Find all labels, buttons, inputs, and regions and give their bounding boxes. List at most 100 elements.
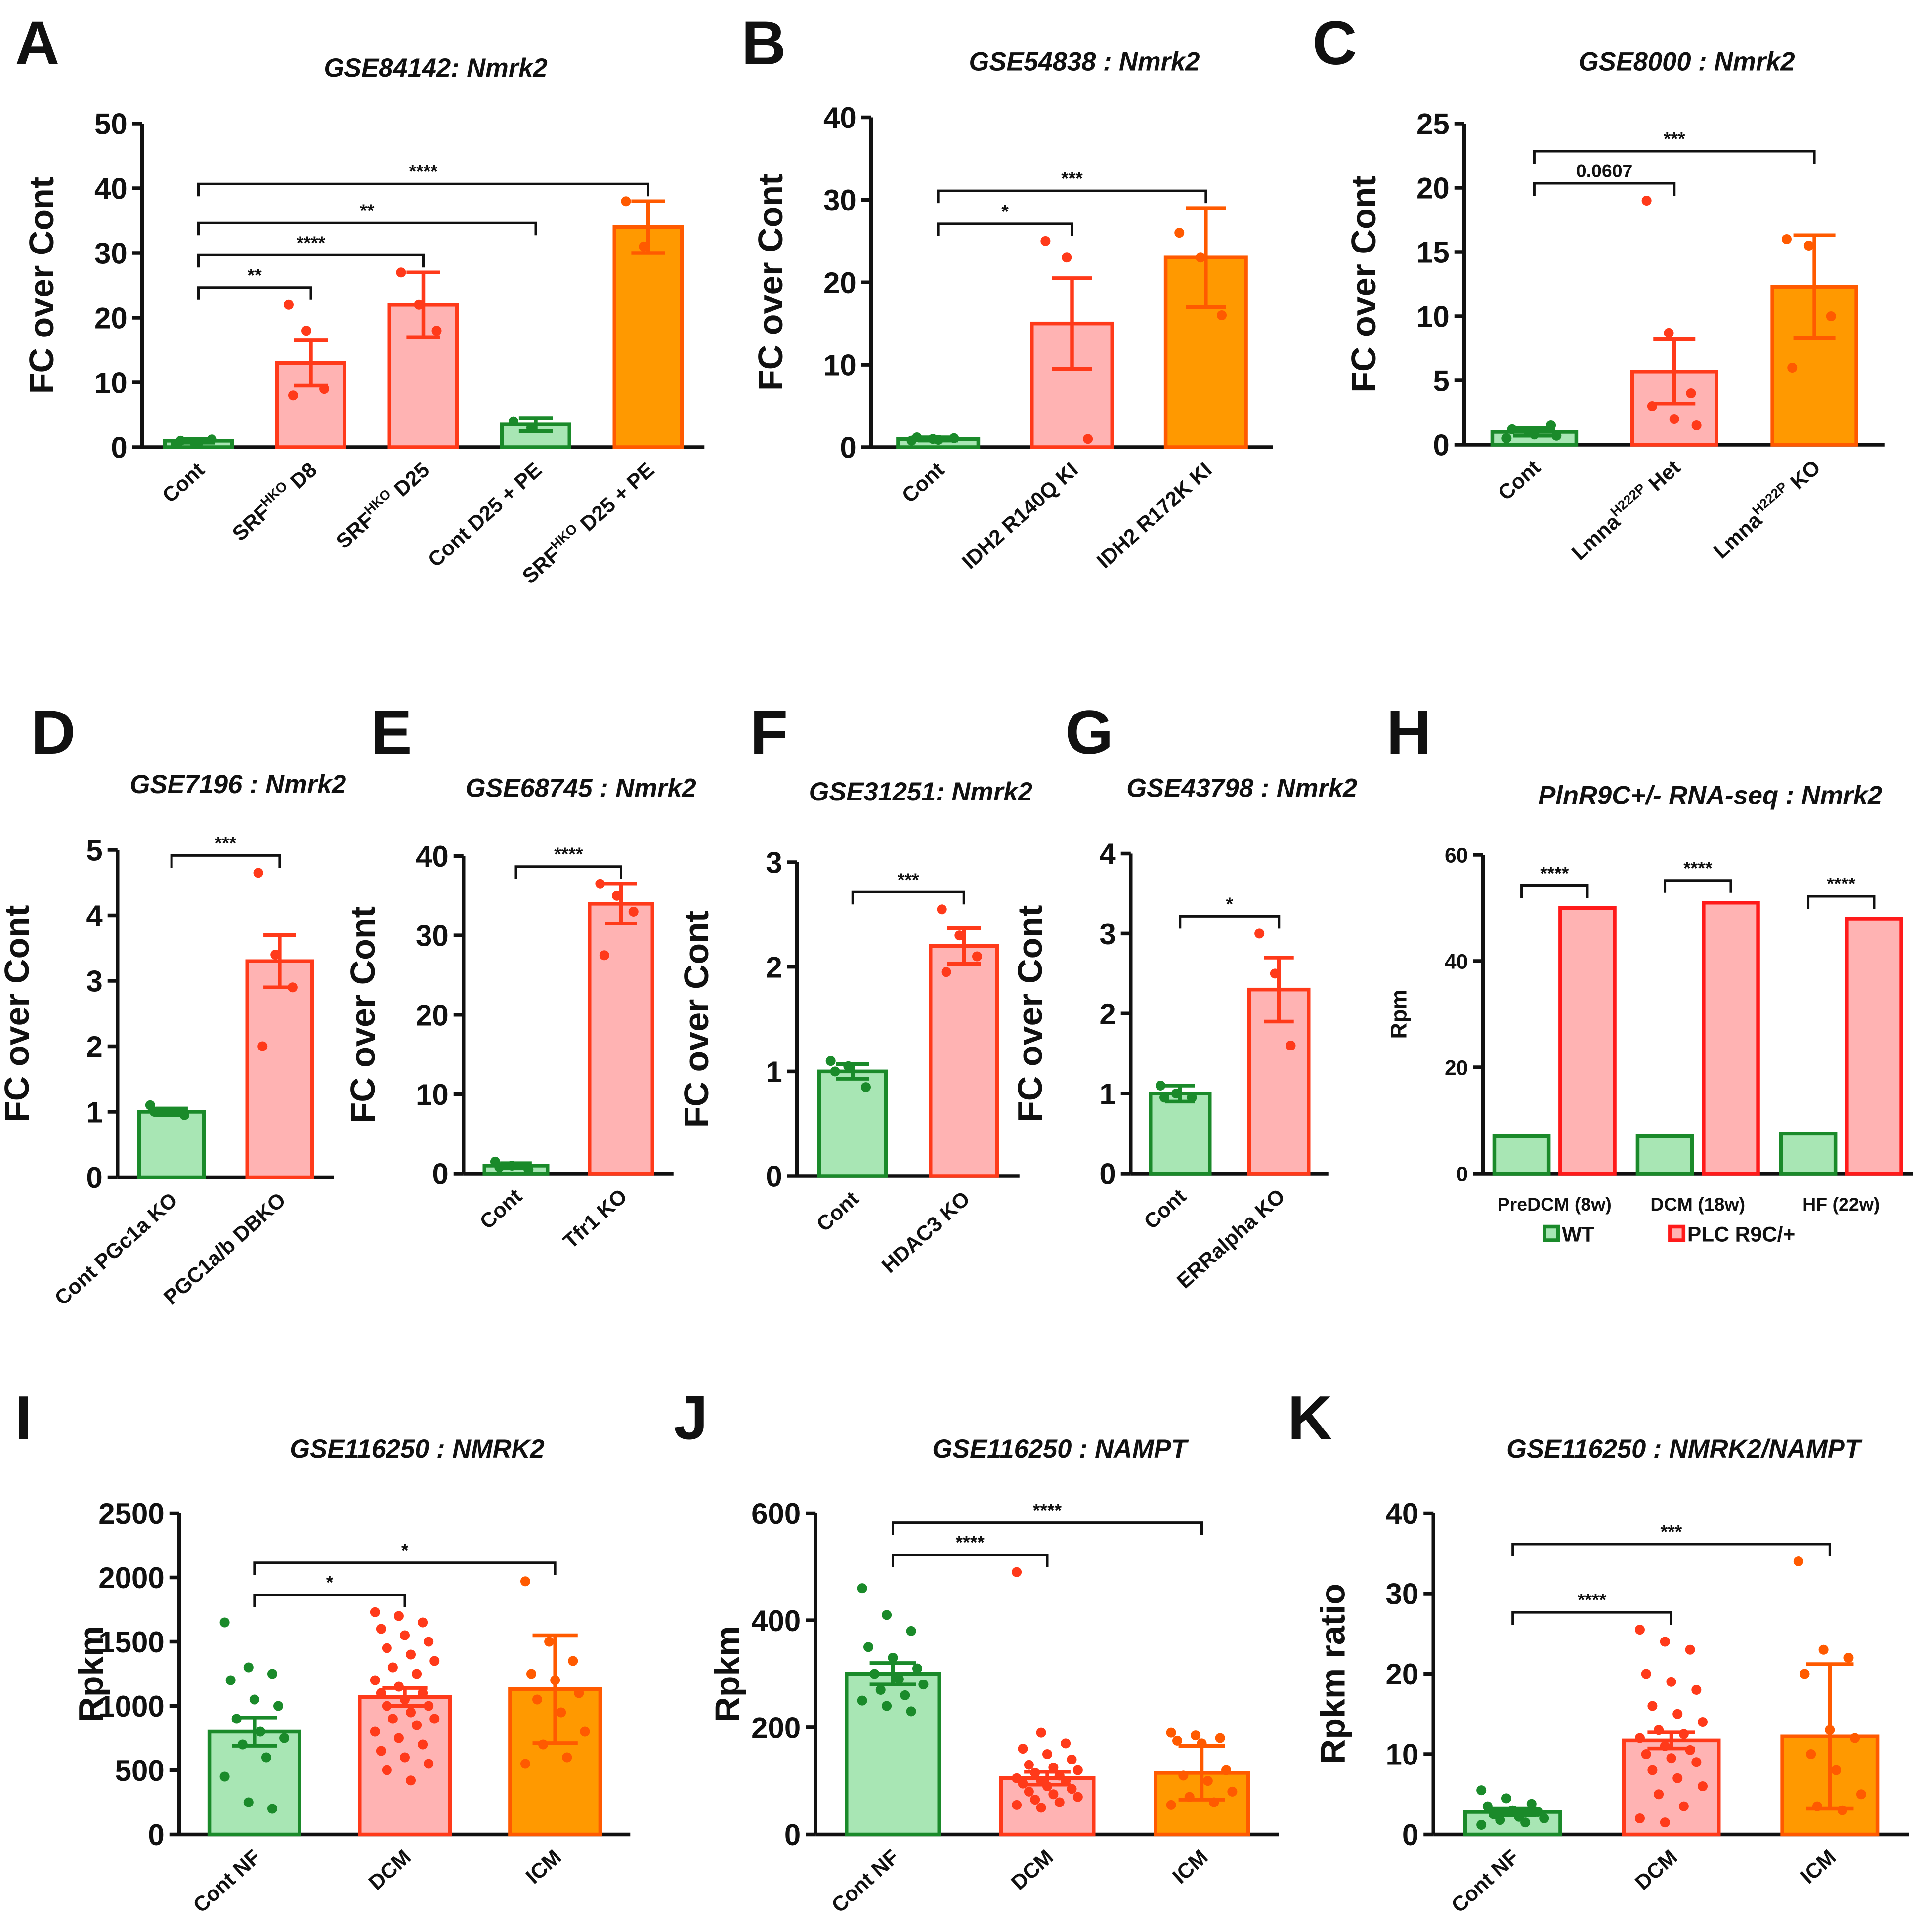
error-bar: [605, 882, 637, 925]
data-point: [580, 1726, 590, 1737]
x-tick-label: SRFHKO D8: [226, 456, 322, 546]
significance-label: ****: [1683, 857, 1713, 878]
significance-label: ***: [1661, 1521, 1682, 1542]
y-tick-label: 25: [1416, 108, 1450, 141]
y-tick-label: 0: [432, 1158, 448, 1191]
data-point: [1526, 1799, 1537, 1809]
x-tick-label: HDAC3 KO: [878, 1187, 975, 1278]
significance-label: *: [1001, 201, 1009, 221]
error-bar: [1052, 276, 1092, 371]
y-axis-label: Rpm: [1386, 990, 1411, 1039]
y-tick-label: 3: [766, 846, 782, 880]
panel-letter: H: [1386, 698, 1431, 767]
data-point: [1856, 1789, 1866, 1800]
error-bar: [1024, 1770, 1071, 1787]
bar: [1492, 1134, 1551, 1176]
data-point: [279, 1733, 290, 1743]
data-point: [219, 1617, 230, 1628]
y-tick-label: 30: [94, 237, 128, 270]
y-tick-label: 200: [751, 1711, 801, 1744]
panel-letter: A: [15, 9, 59, 78]
data-point: [526, 1669, 536, 1679]
data-point: [1036, 1803, 1046, 1813]
y-tick-label: 2: [766, 951, 782, 984]
y-axis-label: FC over Cont: [1011, 905, 1049, 1122]
panel: J GSE116250 : NAMPT Rpkm 0 200 400 600 Cont NF D…: [674, 1384, 1279, 1917]
significance-label: *: [401, 1540, 409, 1560]
y-axis-label: Rpkm: [708, 1626, 746, 1722]
significance-bracket: [851, 890, 965, 905]
chart-title: GSE116250 : NAMPT: [932, 1434, 1189, 1464]
data-point: [1678, 1801, 1689, 1811]
significance-bracket: [1807, 895, 1876, 909]
data-point: [1202, 1776, 1213, 1786]
error-bar: [947, 926, 981, 966]
data-point: [888, 1653, 898, 1663]
significance-bracket: [1511, 1611, 1672, 1625]
significance-bracket: [892, 1554, 1049, 1567]
panel: C GSE8000 : Nmrk2 FC over Cont 0 5 10 15 20 25 Co…: [1312, 9, 1885, 565]
data-point: [1698, 1781, 1708, 1791]
data-point: [1254, 928, 1265, 939]
data-point: [1067, 1754, 1077, 1764]
y-tick-label: 0: [1402, 1818, 1418, 1851]
panel-letter: F: [750, 698, 788, 767]
bar: [612, 225, 684, 449]
data-point: [520, 1759, 530, 1769]
y-tick-label: 40: [1386, 1497, 1419, 1530]
y-tick-label: 5: [1433, 365, 1449, 398]
y-tick-label: 0: [766, 1160, 782, 1193]
data-point: [599, 950, 609, 961]
data-point: [249, 1694, 259, 1705]
bar: [1635, 1134, 1694, 1176]
y-tick-label: 10: [1386, 1738, 1419, 1771]
bar: [1163, 255, 1248, 449]
significance-bracket: [514, 865, 622, 879]
data-point: [1685, 1644, 1695, 1655]
y-tick-label: 600: [751, 1497, 801, 1530]
y-tick-label: 40: [416, 840, 449, 873]
data-point: [1191, 1730, 1201, 1741]
bar: [245, 959, 314, 1179]
significance-bracket: [1179, 915, 1281, 929]
error-bar: [1264, 956, 1294, 1024]
data-point: [243, 1797, 254, 1807]
label-part: D25 + PE: [572, 459, 659, 540]
data-point: [1196, 252, 1206, 263]
y-tick-label: 20: [1416, 172, 1450, 205]
error-bar: [918, 435, 958, 443]
y-tick-label: 3: [86, 965, 102, 998]
y-tick-label: 4: [86, 899, 103, 932]
bar: [207, 1729, 301, 1837]
significance-label: ***: [1664, 128, 1685, 149]
data-point: [1156, 1080, 1166, 1091]
error-bar: [1513, 426, 1555, 438]
bar: [1779, 1132, 1838, 1176]
data-point: [1476, 1820, 1487, 1830]
data-point: [424, 1637, 434, 1647]
significance-label: ****: [956, 1532, 985, 1553]
y-axis-label: FC over Cont: [751, 174, 790, 391]
x-tick-label: Cont: [475, 1185, 526, 1234]
y-tick-label: 1: [766, 1055, 782, 1089]
chart-title: GSE116250 : NMRK2/NAMPT: [1506, 1434, 1863, 1464]
panel-letter: B: [741, 9, 786, 78]
error-bar: [155, 1106, 188, 1117]
data-point: [283, 299, 294, 310]
error-bar: [631, 199, 665, 255]
data-point: [1803, 241, 1814, 251]
data-point: [1781, 234, 1792, 244]
chart-title: GSE31251: Nmrk2: [809, 777, 1032, 806]
data-point: [1061, 1738, 1071, 1749]
significance-label: *: [326, 1572, 334, 1593]
y-axis-label: FC over Cont: [0, 905, 36, 1122]
data-point: [376, 1746, 386, 1756]
y-tick-label: 20: [94, 302, 128, 335]
panel: K GSE116250 : NMRK2/NAMPT Rpkm ratio 0 10 20 3…: [1287, 1384, 1909, 1917]
data-point: [1654, 1789, 1664, 1800]
y-tick-label: 0: [1457, 1163, 1468, 1186]
significance-bracket: [937, 222, 1073, 236]
y-tick-label: 1: [86, 1096, 102, 1129]
y-axis-label: Rpkm ratio: [1313, 1584, 1352, 1764]
